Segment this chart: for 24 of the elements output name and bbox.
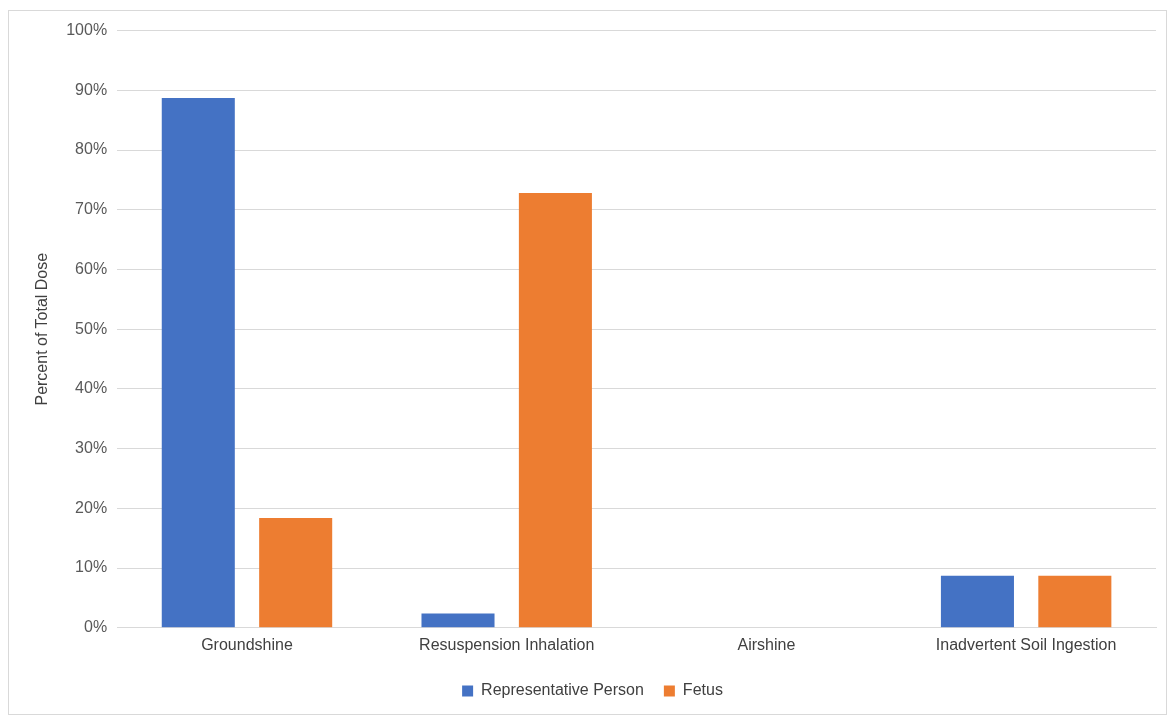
x-tick-label: Resuspension Inhalation	[419, 635, 595, 653]
bar	[940, 575, 1014, 628]
y-tick-label: 20%	[75, 498, 108, 516]
y-tick-label: 80%	[75, 140, 108, 158]
bar	[518, 193, 592, 628]
y-tick-label: 40%	[75, 379, 108, 397]
x-tick-label: Inadvertent Soil Ingestion	[935, 635, 1117, 653]
y-axis-title: Percent of Total Dose	[33, 252, 51, 406]
x-tick-label: Airshine	[737, 635, 796, 653]
x-tick-label: Groundshine	[201, 635, 293, 653]
bar	[1038, 575, 1112, 628]
bar	[259, 517, 333, 628]
bar	[161, 98, 235, 628]
y-tick-label: 60%	[75, 259, 108, 277]
y-tick-label: 10%	[75, 558, 108, 576]
legend-label: Representative Person	[481, 681, 644, 699]
y-tick-label: 30%	[75, 439, 108, 457]
legend-label: Fetus	[682, 681, 723, 699]
bar	[421, 613, 495, 628]
y-tick-label: 100%	[66, 21, 108, 39]
y-tick-label: 70%	[75, 200, 108, 218]
y-tick-label: 90%	[75, 80, 108, 98]
y-tick-label: 50%	[75, 319, 108, 337]
y-tick-label: 0%	[84, 618, 108, 636]
